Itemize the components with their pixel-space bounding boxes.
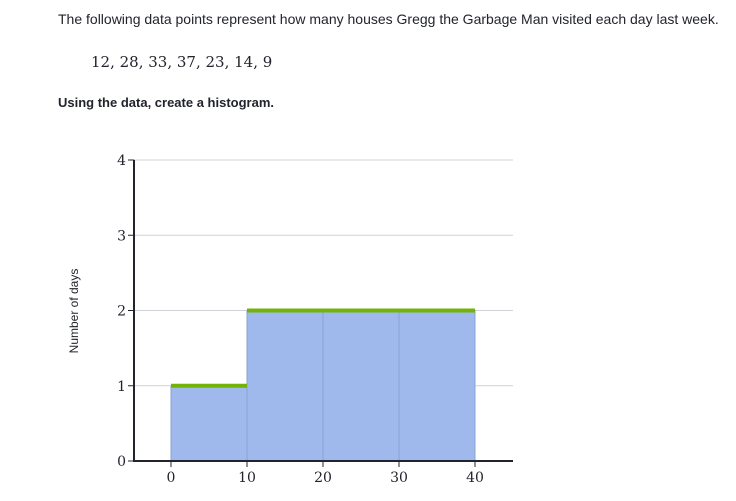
bar-height-handle[interactable] [323,308,399,313]
bar-height-handle[interactable] [399,308,475,313]
x-tick-label: 10 [238,470,256,486]
histogram-bar [322,310,400,462]
histogram-bar [170,385,248,462]
y-tick-label: 1 [117,379,126,395]
bar-height-handle[interactable] [171,383,247,388]
instruction-text: Using the data, create a histogram. [58,95,275,110]
y-tick-label: 4 [117,153,126,169]
x-tick-label: 20 [314,470,332,486]
histogram-bar [398,310,476,462]
y-axis-label: Number of days [67,268,81,354]
data-list: 12, 28, 33, 37, 23, 14, 9 [91,53,273,71]
y-tick-label: 3 [117,228,126,244]
histogram-bar [246,310,324,462]
x-tick-label: 0 [167,470,176,486]
x-tick-label: 40 [466,470,484,486]
y-tick-label: 2 [117,304,126,320]
x-tick-label: 30 [390,470,408,486]
bar-height-handle[interactable] [247,308,323,313]
question-text: The following data points represent how … [58,11,719,27]
y-tick-label: 0 [117,454,126,470]
